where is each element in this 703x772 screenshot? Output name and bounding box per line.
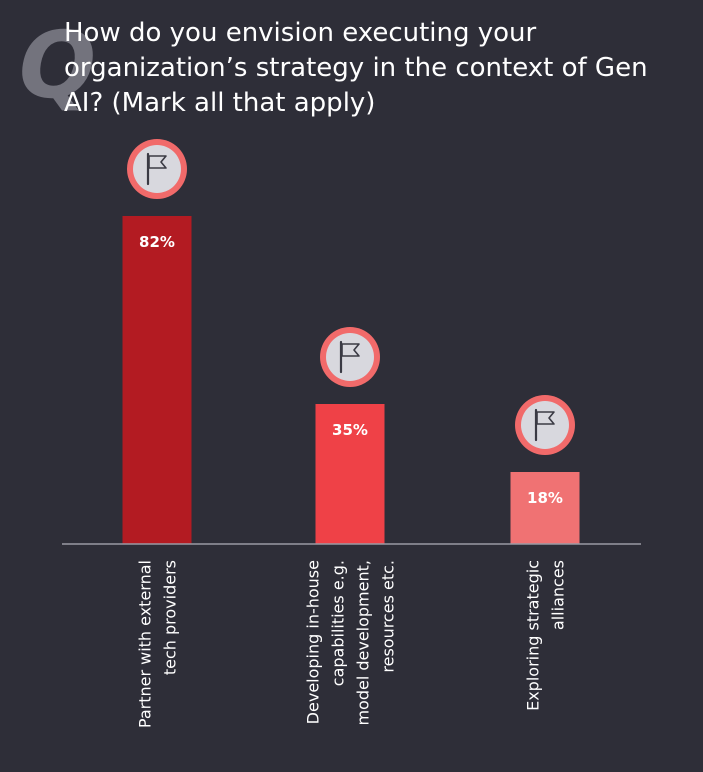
flag-icon (146, 152, 167, 186)
question-title: How do you envision executing your organ… (64, 18, 648, 118)
category-label-3: Exploring strategic alliances (524, 560, 568, 711)
bar-value-label-2: 35% (332, 421, 368, 439)
flag-badge-2 (320, 327, 380, 387)
bar-value-label-1: 82% (139, 233, 175, 251)
flag-icon (534, 408, 555, 442)
bar-2 (315, 404, 385, 544)
bar-value-label-3: 18% (527, 489, 563, 507)
flag-badge-3 (515, 395, 575, 455)
category-label-1: Partner with external tech providers (136, 560, 180, 728)
flag-icon (339, 340, 360, 374)
bar-1 (122, 216, 192, 544)
bar-3 (510, 472, 580, 544)
category-label-2: Developing in-house capabilities e.g. mode… (304, 560, 398, 726)
flag-badge-1 (127, 139, 187, 199)
